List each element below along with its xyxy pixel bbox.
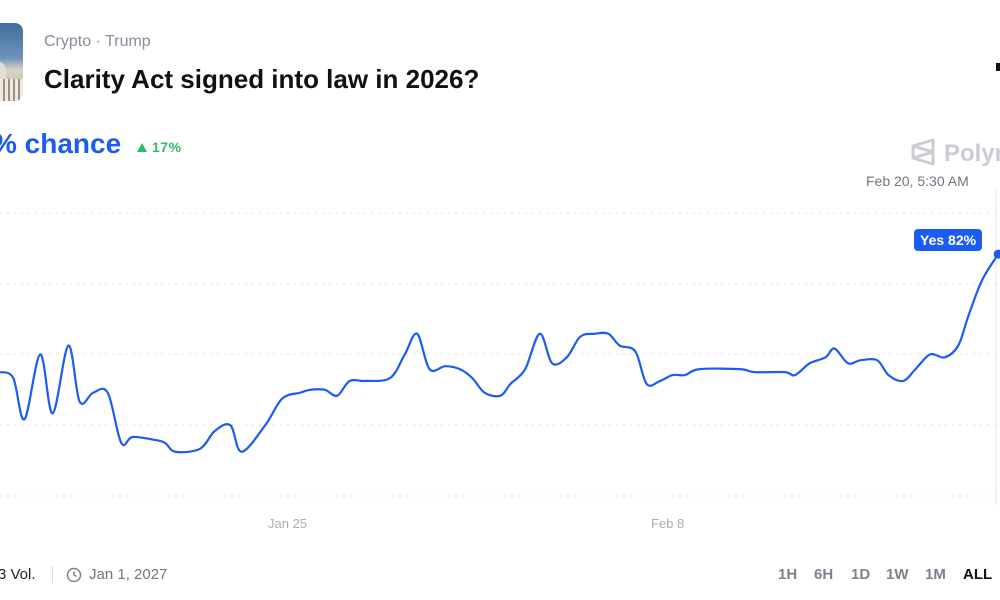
brand-name: Polym <box>944 140 1000 167</box>
current-point-marker <box>993 249 1000 259</box>
range-1w[interactable]: 1W <box>886 566 909 583</box>
change-value: 17% <box>152 139 182 155</box>
polymarket-logo: Polym <box>910 138 1000 168</box>
range-1m[interactable]: 1M <box>925 566 946 583</box>
x-tick-label: Feb 8 <box>651 516 685 531</box>
clock-icon <box>66 567 82 583</box>
chance-label: % chance <box>0 128 122 159</box>
market-title: Clarity Act signed into law in 2026? <box>44 64 480 94</box>
hover-timestamp: Feb 20, 5:30 AM <box>866 173 969 189</box>
market-categories[interactable]: Crypto · Trump <box>44 33 151 50</box>
range-1d[interactable]: 1D <box>851 566 871 583</box>
polymarket-logo-icon <box>911 138 935 166</box>
end-date: Jan 1, 2027 <box>89 566 168 583</box>
triangle-up-icon <box>137 143 147 152</box>
hover-tooltip: Yes 82% <box>914 229 983 251</box>
range-6h[interactable]: 6H <box>814 566 834 583</box>
divider <box>52 566 53 583</box>
market-thumbnail <box>0 23 23 101</box>
range-1h[interactable]: 1H <box>778 566 798 583</box>
range-all[interactable]: ALL <box>963 566 993 583</box>
volume: 3 Vol. <box>0 566 36 583</box>
x-tick-label: Jan 25 <box>268 516 308 531</box>
change-badge: 17% <box>137 139 182 155</box>
action-icon[interactable] <box>996 63 1000 71</box>
yes-price-line <box>0 253 1000 454</box>
